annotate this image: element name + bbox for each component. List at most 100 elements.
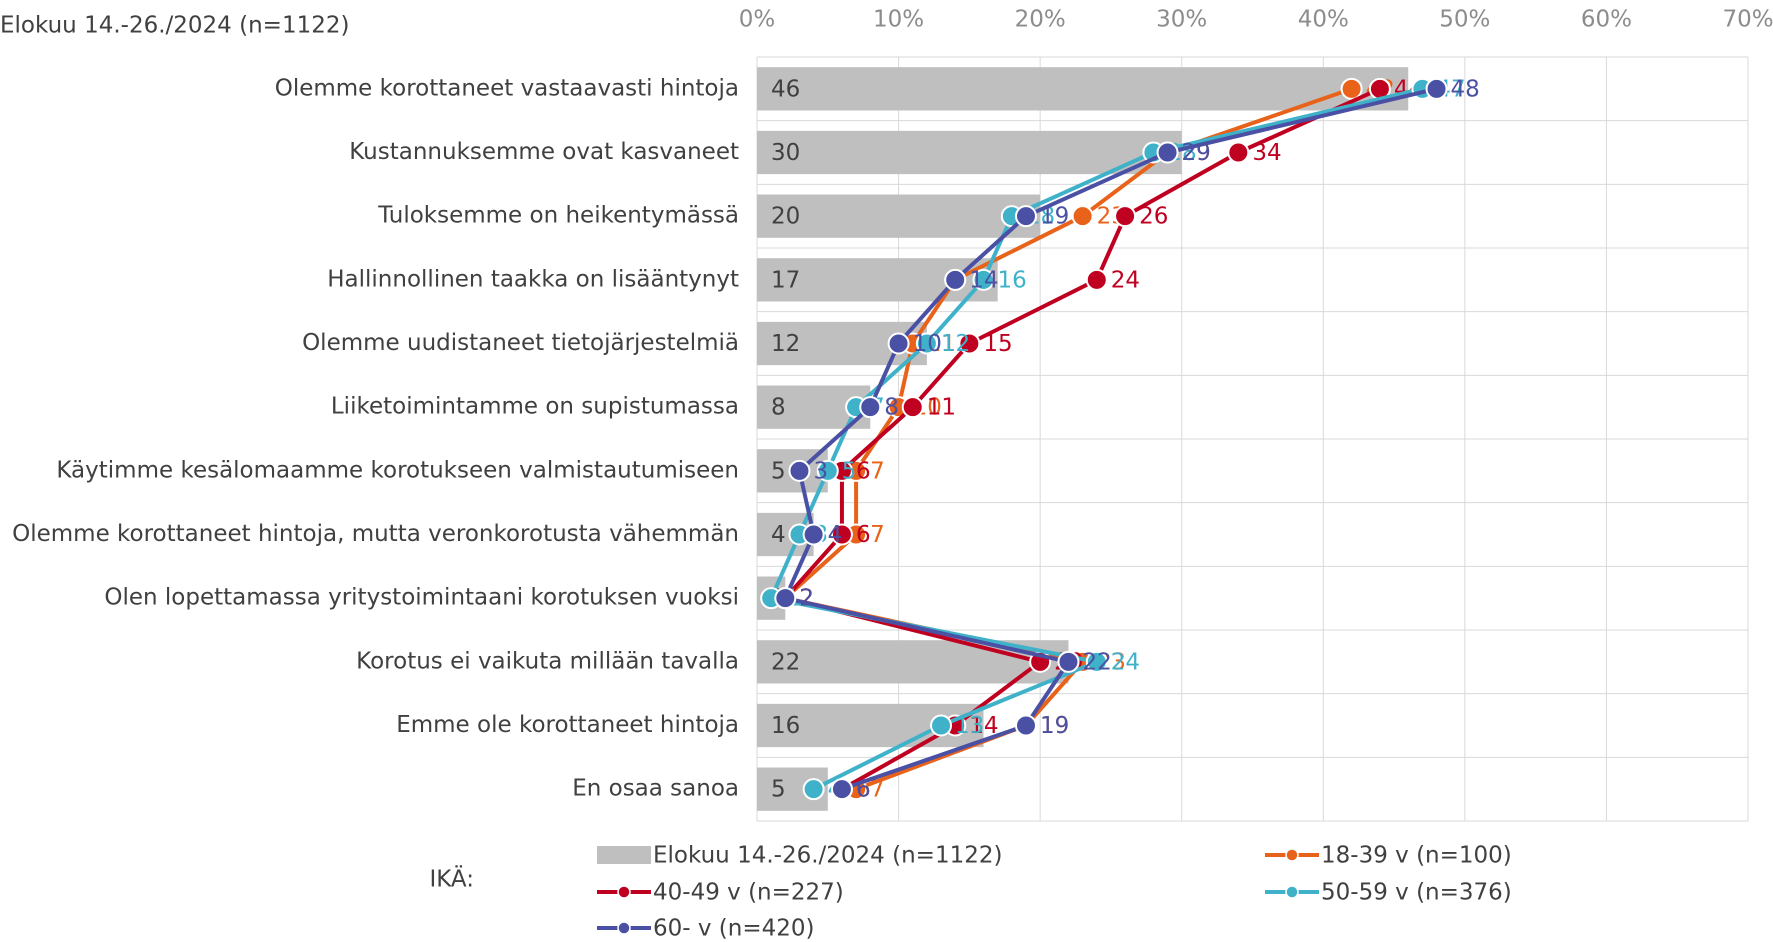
bar — [757, 194, 1041, 238]
bar — [757, 130, 1182, 175]
line-value-label: 22 — [1082, 649, 1111, 675]
line — [783, 86, 1438, 792]
category-label: Emme ole korottaneet hintoja — [396, 712, 739, 738]
category-label: En osaa sanoa — [572, 776, 739, 802]
legend-label: 40-49 v (n=227) — [653, 880, 844, 906]
line-value-label: 48 — [1451, 76, 1480, 102]
line-value-label: 10 — [913, 331, 942, 357]
bar-value-label: 17 — [771, 267, 800, 293]
bar — [757, 67, 1409, 111]
marker — [1014, 714, 1037, 737]
legend-label: 18-39 v (n=100) — [1321, 843, 1512, 869]
line-value-label: 7 — [870, 458, 885, 484]
line-value-label: 3 — [813, 458, 828, 484]
line-value-label: 6 — [856, 522, 871, 548]
line-value-label: 15 — [983, 331, 1012, 357]
line-value-label: 19 — [1040, 713, 1069, 739]
bar-value-label: 22 — [771, 649, 800, 675]
legend-swatch — [597, 846, 651, 864]
grid — [756, 56, 1749, 822]
marker — [915, 332, 938, 355]
category-label: Korotus ei vaikuta millään tavalla — [356, 648, 739, 674]
bar-value-label: 8 — [771, 395, 786, 421]
marker — [944, 268, 967, 291]
bar-value-label: 16 — [771, 713, 800, 739]
category-label: Olemme uudistaneet tietojärjestelmiä — [302, 330, 739, 356]
category-label: Olen lopettamassa yritystoimintaani koro… — [104, 585, 739, 611]
marker — [774, 587, 797, 610]
category-label: Hallinnollinen taakka on lisääntynyt — [327, 266, 739, 292]
line-value-label: 24 — [1111, 649, 1140, 675]
legend-label: 60- v (n=420) — [653, 916, 815, 942]
bar-value-label: 5 — [771, 458, 786, 484]
marker — [1227, 141, 1250, 164]
marker — [1085, 650, 1108, 673]
marker — [788, 459, 811, 482]
legend-swatch — [1285, 885, 1299, 899]
bar-value-label: 20 — [771, 204, 800, 230]
x-tick-label: 10% — [873, 7, 924, 33]
chart-title: Elokuu 14.-26./2024 (n=1122) — [0, 13, 349, 39]
marker — [1071, 205, 1094, 228]
line-value-label: 8 — [884, 395, 899, 421]
bar-value-label: 30 — [771, 140, 800, 166]
marker — [901, 396, 924, 419]
marker — [1425, 77, 1448, 100]
marker — [830, 778, 853, 801]
line-value-label: 5 — [842, 458, 857, 484]
line-value-label: 14 — [969, 267, 998, 293]
category-label: Tuloksemme on heikentymässä — [377, 203, 739, 229]
x-tick-label: 50% — [1439, 7, 1490, 33]
line-value-label: 11 — [927, 395, 956, 421]
line-value-label: 16 — [998, 267, 1027, 293]
x-tick-label: 0% — [739, 7, 776, 33]
x-tick-label: 30% — [1156, 7, 1207, 33]
line-value-label: 7 — [870, 777, 885, 803]
marker — [958, 332, 981, 355]
legend-label: Elokuu 14.-26./2024 (n=1122) — [653, 843, 1002, 869]
marker — [1156, 141, 1179, 164]
line-value-label: 26 — [1139, 204, 1168, 230]
legend-swatch — [617, 921, 631, 935]
marker — [930, 714, 953, 737]
line-value-label: 4 — [828, 522, 843, 548]
marker — [830, 523, 853, 546]
category-label: Olemme korottaneet vastaavasti hintoja — [275, 75, 739, 101]
marker — [972, 268, 995, 291]
marker — [859, 396, 882, 419]
category-label: Liiketoimintamme on supistumassa — [331, 394, 739, 420]
marker — [1014, 205, 1037, 228]
legend-title: IKÄ: — [429, 865, 474, 893]
bar-value-label: 12 — [771, 331, 800, 357]
line — [783, 87, 1381, 791]
line-value-label: 6 — [856, 777, 871, 803]
x-tick-label: 70% — [1722, 7, 1773, 33]
marker — [802, 778, 825, 801]
marker — [1057, 650, 1080, 673]
line-value-label: 2 — [799, 586, 814, 612]
line-value-label: 19 — [1040, 713, 1069, 739]
line-value-label: 34 — [1252, 140, 1281, 166]
marker — [1085, 268, 1108, 291]
marker — [1340, 77, 1363, 100]
category-label: Olemme korottaneet hintoja, mutta veronk… — [12, 521, 739, 547]
line-value-label: 29 — [1182, 140, 1211, 166]
category-label: Käytimme kesälomaamme korotukseen valmis… — [56, 457, 739, 483]
legend-swatch — [1285, 848, 1299, 862]
marker — [887, 332, 910, 355]
line-value-label: 24 — [1111, 267, 1140, 293]
line-value-label: 19 — [1040, 204, 1069, 230]
line-value-label: 13 — [955, 713, 984, 739]
bar-value-label: 4 — [771, 522, 786, 548]
bar-value-label: 5 — [771, 777, 786, 803]
category-label: Kustannuksemme ovat kasvaneet — [349, 139, 739, 165]
line-value-label: 12 — [941, 331, 970, 357]
marker — [1114, 205, 1137, 228]
x-tick-label: 40% — [1298, 7, 1349, 33]
bar-value-label: 46 — [771, 76, 800, 102]
marker — [802, 523, 825, 546]
marker — [816, 459, 839, 482]
x-tick-label: 20% — [1015, 7, 1066, 33]
legend-swatch — [617, 885, 631, 899]
